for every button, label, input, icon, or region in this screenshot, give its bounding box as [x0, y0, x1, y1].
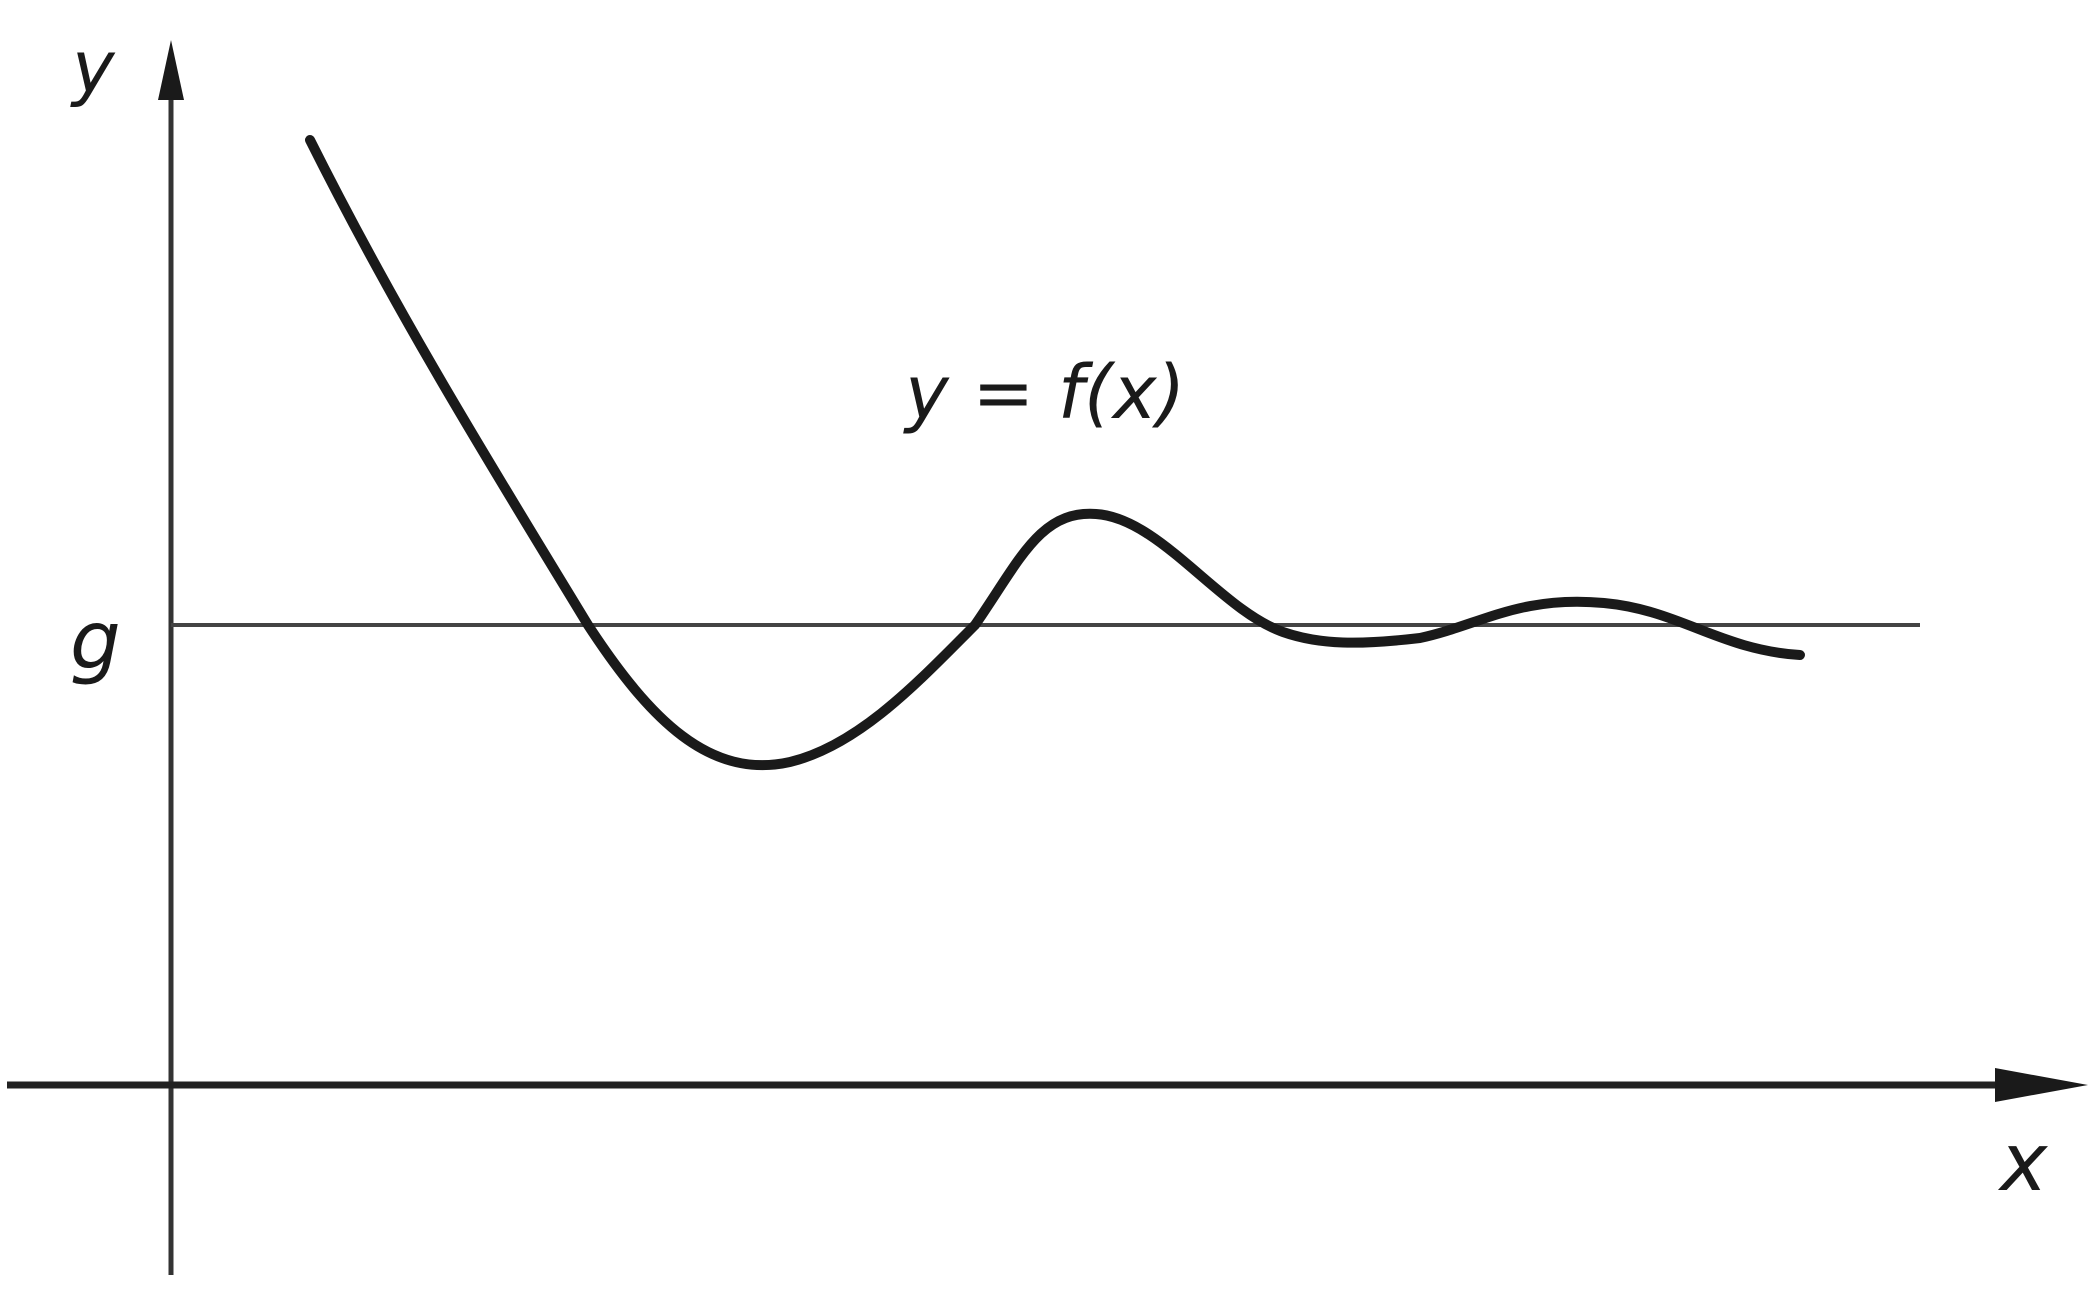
y-axis-arrow-icon — [158, 40, 184, 100]
asymptote-label: g — [70, 594, 121, 687]
y-axis-label: y — [70, 25, 116, 109]
x-axis-arrow-icon — [1995, 1068, 2088, 1102]
x-axis-label: x — [1997, 1116, 2049, 1209]
curve-label: y = f(x) — [903, 350, 1185, 436]
function-curve — [305, 135, 1805, 771]
